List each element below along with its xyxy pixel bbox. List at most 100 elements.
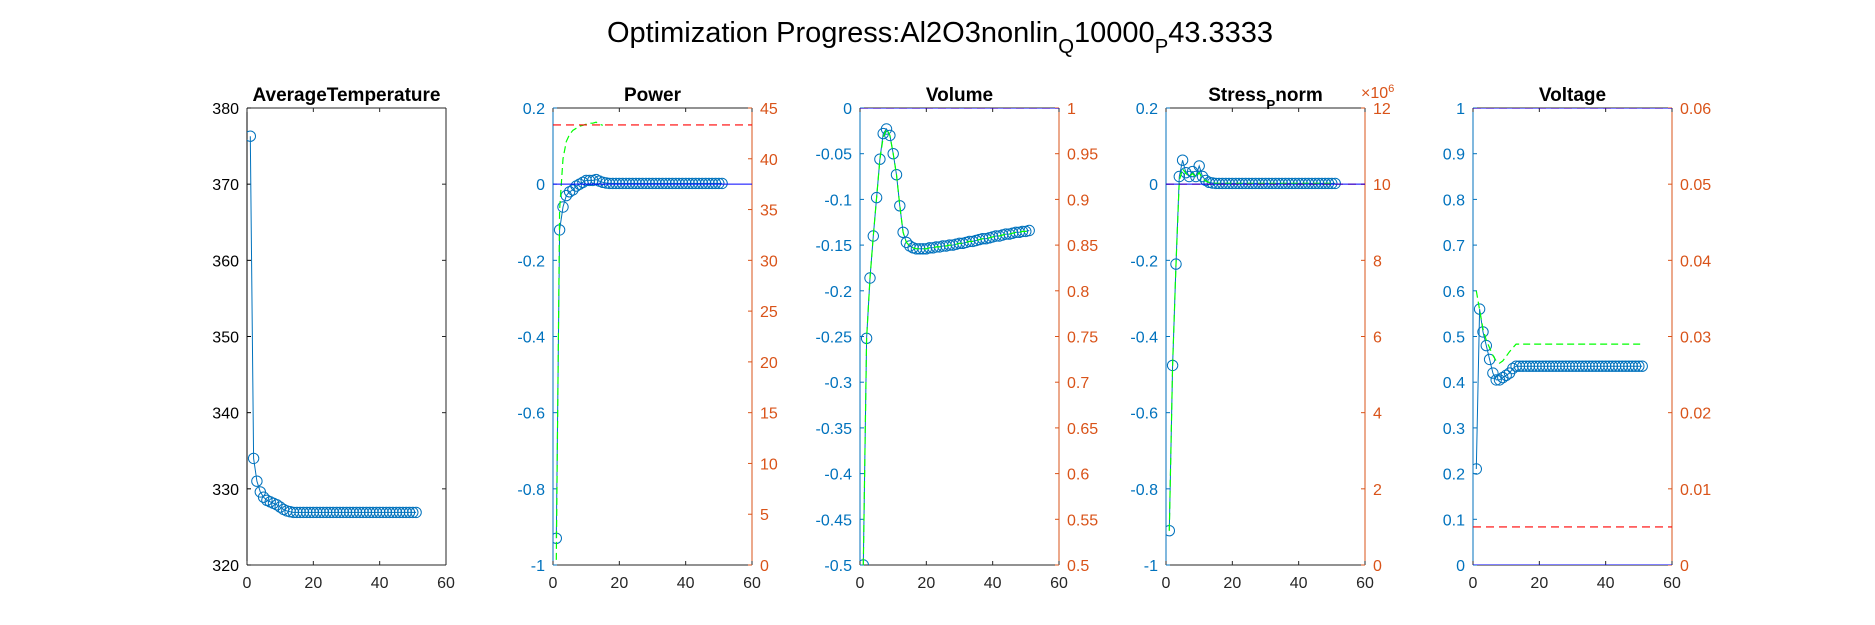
right-tick-label: 25	[760, 304, 778, 321]
data-point	[897, 226, 909, 239]
left-tick-label: -0.35	[816, 421, 853, 438]
left-tick-label: -0.4	[824, 467, 852, 484]
right-tick-label: 5	[760, 507, 769, 524]
data-point	[1210, 177, 1222, 190]
right-tick-label: 0.55	[1067, 512, 1098, 529]
panel-title: Voltage	[1539, 85, 1606, 106]
data-point	[563, 186, 576, 198]
data-point	[706, 177, 718, 190]
figure-title: Optimization Progress:Al2O3nonlinQ10000P…	[607, 17, 1273, 58]
plot-area	[247, 130, 422, 519]
data-point	[880, 123, 893, 135]
x-tick-label: 20	[1223, 575, 1241, 592]
x-tick-label: 40	[371, 575, 389, 592]
dashed-series-line	[862, 127, 1030, 565]
x-tick-label: 20	[1530, 575, 1548, 592]
title-part: 10000	[1074, 17, 1155, 49]
data-point	[1276, 177, 1288, 190]
title-part: Power	[624, 85, 682, 106]
left-tick-label: 1	[1456, 101, 1465, 118]
data-point	[1500, 369, 1512, 381]
left-tick-label: -0.2	[517, 253, 545, 270]
left-tick-label: -0.4	[517, 330, 545, 347]
right-tick-label: 0	[760, 558, 769, 575]
data-point	[1193, 160, 1205, 172]
right-tick-label: 15	[760, 406, 778, 423]
chart-panel-2: 0 20 40 60 -1 -0.8 -0.6 -0.4 -0.2 0 0.2 0 5 10 15 20 25 3…	[517, 85, 777, 592]
series-line	[249, 136, 417, 513]
right-tick-label: 1	[1067, 101, 1076, 118]
right-tick-label: 0.65	[1067, 421, 1098, 438]
series-line	[1475, 309, 1643, 470]
x-tick-label: 60	[1050, 575, 1068, 592]
data-point	[1517, 360, 1529, 372]
right-tick-label: 0.01	[1680, 482, 1711, 499]
x-tick-label: 40	[677, 575, 695, 592]
left-tick-label: 380	[212, 101, 239, 118]
data-point	[1586, 360, 1599, 372]
panel-title: StressPnorm	[1208, 85, 1322, 112]
data-point	[274, 501, 286, 513]
data-point	[251, 475, 263, 487]
title-part: AverageTemperature	[253, 85, 441, 106]
right-tick-label: 35	[760, 203, 778, 220]
title-part: norm	[1275, 85, 1323, 106]
left-tick-label: -1	[531, 558, 545, 575]
x-tick-label: 20	[917, 575, 935, 592]
exponent-base: ×10	[1361, 85, 1388, 102]
left-tick-label: 330	[212, 482, 239, 499]
chart-panel-4: 0 20 40 60 -1 -0.8 -0.6 -0.4 -0.2 0 0.2 0 2 4 6 8 10 12×1…	[1130, 83, 1394, 592]
right-tick-label: 0.05	[1680, 177, 1711, 194]
right-tick-label: 45	[760, 101, 778, 118]
data-point	[570, 180, 582, 192]
data-point	[1023, 224, 1035, 237]
right-tick-label: 0.8	[1067, 284, 1089, 301]
series-line	[862, 128, 1030, 565]
dashed-series-line	[1475, 290, 1643, 364]
right-tick-label: 0.02	[1680, 406, 1711, 423]
title-part: 43.3333	[1168, 17, 1273, 49]
series-line	[1168, 160, 1336, 531]
data-point	[870, 191, 883, 204]
data-point	[1633, 360, 1645, 372]
data-point	[1546, 360, 1559, 372]
data-point	[1173, 170, 1186, 183]
x-tick-label: 60	[437, 575, 455, 592]
x-tick-label: 40	[1290, 575, 1308, 592]
data-point	[1196, 170, 1209, 183]
title-subscript: P	[1155, 36, 1169, 58]
chart-panel-3: 0 20 40 60 -0.5 -0.45 -0.4 -0.35 -0.3 -0.25 -0.2 -0…	[816, 85, 1099, 592]
right-tick-label: 0.6	[1067, 467, 1089, 484]
right-tick-label: 0.04	[1680, 253, 1711, 270]
left-tick-label: -0.6	[1130, 406, 1158, 423]
data-point	[676, 177, 689, 190]
data-point	[1576, 360, 1589, 372]
data-point	[1016, 225, 1029, 238]
right-tick-label: 40	[760, 152, 778, 169]
left-tick-label: 0	[536, 177, 545, 194]
chart-panel-1: 0 20 40 60 320 330 340 350 360 370 380 AverageTempe…	[212, 85, 455, 592]
x-tick-label: 40	[984, 575, 1002, 592]
data-point	[1560, 360, 1572, 372]
series-line	[555, 179, 723, 539]
data-point	[1629, 360, 1642, 372]
data-point	[1523, 360, 1536, 372]
left-tick-label: 0.4	[1443, 375, 1465, 392]
data-point	[1619, 360, 1632, 372]
data-point	[557, 201, 569, 213]
data-point	[1563, 360, 1575, 372]
panel-title: Power	[624, 85, 682, 106]
data-point	[1623, 360, 1635, 372]
data-point	[716, 177, 728, 190]
data-point	[410, 506, 422, 519]
left-tick-label: -1	[1144, 558, 1158, 575]
data-point	[1170, 258, 1182, 270]
title-subscript: P	[1266, 97, 1275, 112]
right-tick-label: 0.06	[1680, 101, 1711, 118]
right-tick-label: 12	[1373, 101, 1391, 118]
data-point	[1616, 360, 1629, 372]
data-point	[403, 506, 416, 519]
data-point	[1580, 360, 1592, 372]
left-tick-label: 0.1	[1443, 512, 1465, 529]
